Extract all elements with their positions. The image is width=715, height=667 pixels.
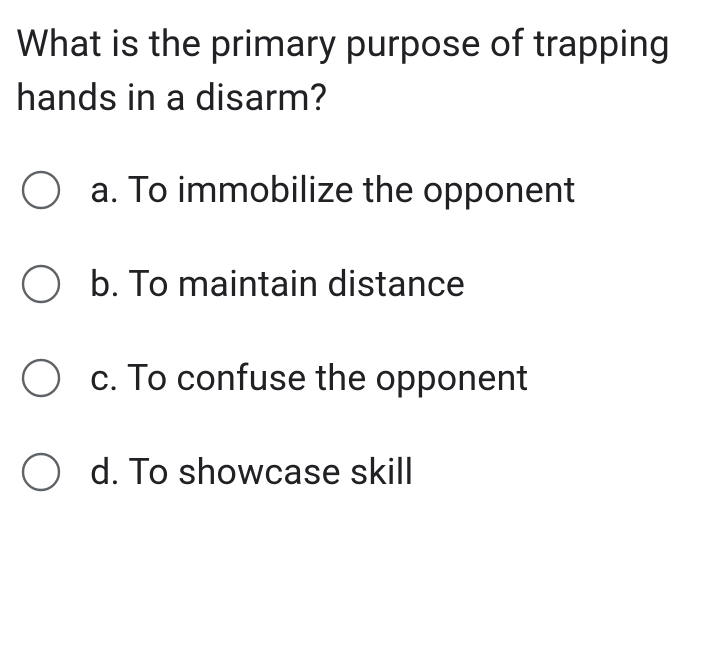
options-list: a. To immobilize the opponent b. To main… <box>16 169 699 493</box>
option-a[interactable]: a. To immobilize the opponent <box>20 169 699 211</box>
question-text: What is the primary purpose of trapping … <box>16 18 699 125</box>
radio-icon <box>20 169 62 211</box>
option-letter: b. <box>90 263 120 305</box>
option-letter: c. <box>90 357 119 399</box>
option-label: a. To immobilize the opponent <box>90 169 576 211</box>
option-text: To immobilize the opponent <box>128 169 576 211</box>
option-letter: a. <box>90 169 119 211</box>
option-text: To confuse the opponent <box>127 357 528 399</box>
option-letter: d. <box>90 451 120 493</box>
option-c[interactable]: c. To confuse the opponent <box>20 357 699 399</box>
radio-icon <box>20 451 62 493</box>
option-label: c. To confuse the opponent <box>90 357 528 399</box>
quiz-container: What is the primary purpose of trapping … <box>0 0 715 493</box>
option-label: d. To showcase skill <box>90 451 413 493</box>
option-b[interactable]: b. To maintain distance <box>20 263 699 305</box>
option-d[interactable]: d. To showcase skill <box>20 451 699 493</box>
option-label: b. To maintain distance <box>90 263 465 305</box>
radio-icon <box>20 263 62 305</box>
option-text: To maintain distance <box>128 263 465 305</box>
option-text: To showcase skill <box>128 451 413 493</box>
radio-icon <box>20 357 62 399</box>
